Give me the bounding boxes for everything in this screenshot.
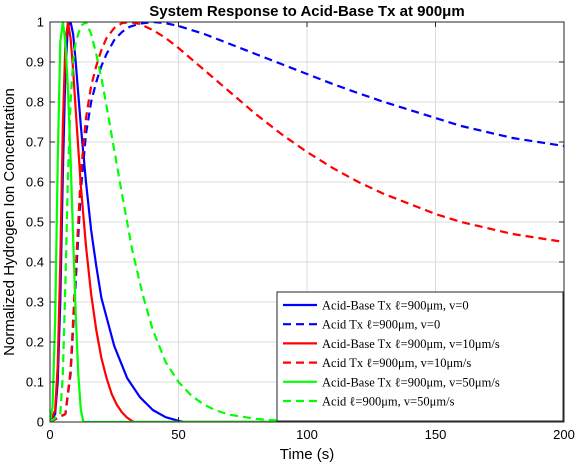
x-tick-label: 50: [171, 427, 185, 442]
x-tick-label: 0: [46, 427, 53, 442]
y-tick-label: 0.6: [26, 175, 44, 190]
y-tick-label: 0: [37, 415, 44, 430]
legend-entry-6: Acid ℓ=900μm, v=50μm/s: [322, 395, 455, 409]
y-tick-label: 1: [37, 15, 44, 30]
y-tick-label: 0.2: [26, 335, 44, 350]
y-tick-label: 0.7: [26, 135, 44, 150]
x-axis-label: Time (s): [280, 446, 334, 463]
y-axis-label: Normalized Hydrogen Ion Concentration: [1, 88, 18, 356]
legend: Acid-Base Tx ℓ=900μm, v=0 Acid Tx ℓ=900μm…: [276, 291, 564, 422]
y-tick-label: 0.4: [26, 255, 44, 270]
series-line-2: [50, 22, 564, 422]
legend-box: [276, 291, 564, 422]
x-tick-label: 100: [296, 427, 318, 442]
y-tick-label: 0.8: [26, 95, 44, 110]
x-tick-label: 150: [425, 427, 447, 442]
legend-entry-4: Acid Tx ℓ=900μm, v=10μm/s: [322, 356, 471, 370]
y-tick-label: 0.9: [26, 55, 44, 70]
legend-entry-2: Acid Tx ℓ=900μm, v=0: [322, 318, 440, 332]
y-tick-label: 0.1: [26, 375, 44, 390]
y-tick-label: 0.5: [26, 215, 44, 230]
series-line-4: [50, 22, 564, 422]
series-group: [50, 22, 564, 422]
legend-entry-5: Acid-Base Tx ℓ=900μm, v=50μm/s: [322, 375, 500, 389]
series-line-6: [50, 22, 564, 422]
series-line-5: [50, 22, 564, 422]
legend-entry-1: Acid-Base Tx ℓ=900μm, v=0: [322, 299, 469, 313]
legend-entry-3: Acid-Base Tx ℓ=900μm, v=10μm/s: [322, 337, 500, 351]
axis-ticks: 0 50 100 150 200 0 0.1 0.2 0.3 0.4 0.5 0.6 0.7 0.8 0.9…: [26, 15, 575, 443]
grid: [49, 21, 565, 423]
chart-title: System Response to Acid-Base Tx at 900μm: [149, 3, 464, 20]
x-tick-label: 200: [553, 427, 575, 442]
series-line-3: [50, 22, 564, 422]
y-tick-label: 0.3: [26, 295, 44, 310]
